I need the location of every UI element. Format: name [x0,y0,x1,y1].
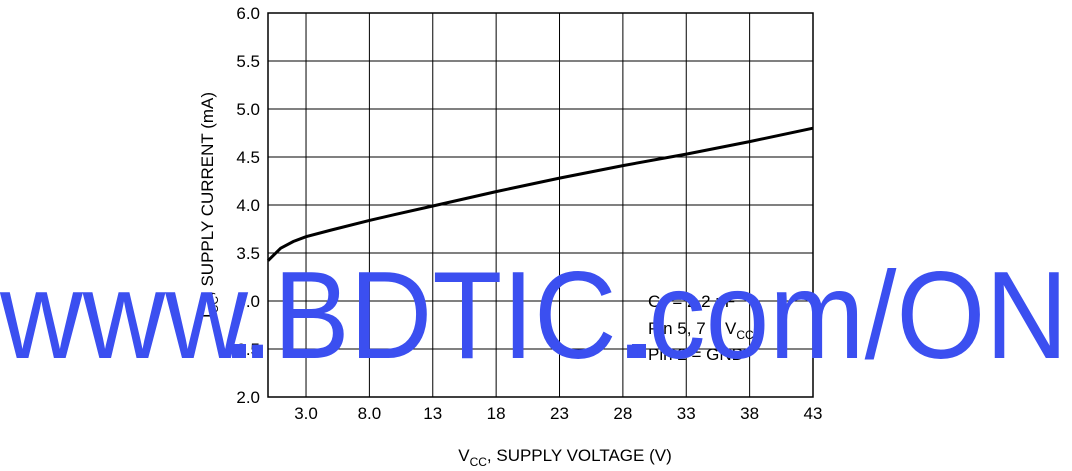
plot-frame [267,12,814,398]
watermark-square-left [232,344,246,358]
x-tick-label: 8.0 [358,404,382,423]
y-axis-label-main: I [198,313,217,318]
y-tick-label: 3.5 [236,244,260,263]
x-axis-label-sub: CC [470,455,488,469]
annotation-box: CT = 2.2 nF Pin 5, 7 = VCC Pin 2 = GND [648,292,754,364]
grid-lines [268,13,813,397]
x-tick-label: 28 [613,404,632,423]
annotation-pins-vcc: Pin 5, 7 = VCC [648,319,754,342]
watermark-text: www.BDTIC.com/ON [0,247,1068,385]
x-axis-label-rest: , SUPPLY VOLTAGE (V) [487,446,672,465]
y-tick-label: 5.5 [236,52,260,71]
x-axis-label: VCC, SUPPLY VOLTAGE (V) [458,446,672,469]
y-tick-labels: 2.02.53.03.54.04.55.05.56.0 [236,4,260,407]
y-tick-label: 4.5 [236,148,260,167]
watermark: www.BDTIC.com/ON [0,247,1068,385]
y-tick-label: 2.0 [236,388,260,407]
x-axis-label-main: V [458,446,470,465]
y-tick-label: 4.0 [236,196,260,215]
x-tick-label: 43 [804,404,823,423]
x-tick-label: 3.0 [294,404,318,423]
x-tick-label: 13 [423,404,442,423]
x-tick-labels: 3.0 8.0 13 18 23 28 33 38 43 [294,404,822,423]
x-tick-label: 33 [677,404,696,423]
y-tick-label: 5.0 [236,100,260,119]
y-tick-label: 6.0 [236,4,260,23]
y-axis-label: ICC, SUPPLY CURRENT (mA) [198,92,221,318]
y-axis-label-rest: , SUPPLY CURRENT (mA) [198,92,217,296]
y-tick-label: 3.0 [236,292,260,311]
y-axis-label-sub: CC [207,296,221,314]
x-tick-label: 38 [740,404,759,423]
series-line [266,126,814,262]
annotation-ct: CT = 2.2 nF [648,292,735,315]
x-tick-label: 18 [487,404,506,423]
x-tick-label: 23 [550,404,569,423]
watermark-square-mid [632,344,646,358]
annotation-pin-gnd: Pin 2 = GND [648,345,744,364]
